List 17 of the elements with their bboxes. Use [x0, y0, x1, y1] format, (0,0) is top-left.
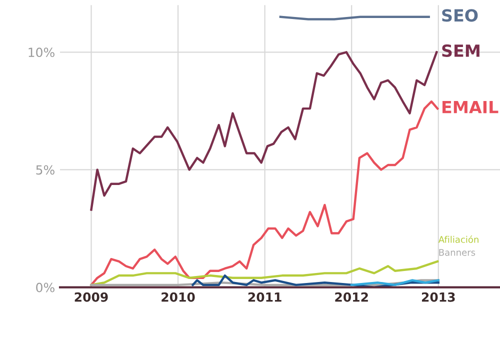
line-series: [90, 100, 439, 286]
x-tick-label: 2011: [248, 292, 282, 302]
series-label: SEO: [442, 9, 478, 22]
x-tick-label: 2009: [74, 292, 108, 302]
series-label: EMAIL: [442, 101, 498, 114]
text: Afiliación: [438, 236, 478, 243]
line-series: [90, 51, 438, 211]
x-tick-label: 2012: [335, 292, 368, 302]
y-tick-label: 5%: [36, 165, 54, 175]
line-series: [192, 274, 440, 288]
x-tick-label: 2013: [422, 292, 455, 302]
y-tick-label: 0%: [36, 282, 54, 292]
x-tick-label: 2010: [162, 292, 195, 302]
line-series: [90, 260, 439, 286]
series-label: SEM: [442, 44, 480, 57]
y-tick-label: 10%: [28, 48, 54, 58]
text: Banners: [439, 249, 476, 256]
